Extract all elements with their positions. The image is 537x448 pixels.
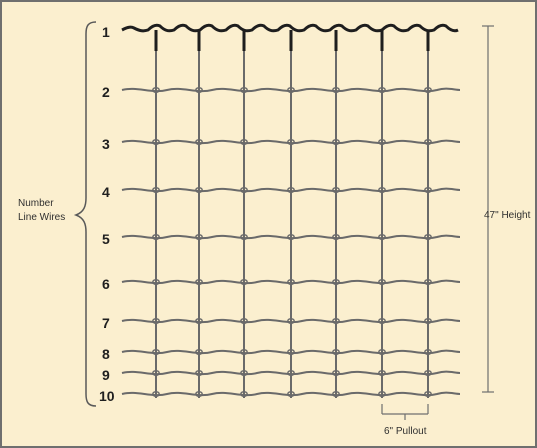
wire-number-7: 7 — [102, 315, 110, 331]
wire-number-9: 9 — [102, 367, 110, 383]
line-wire-5 — [121, 234, 461, 240]
line-wire-3 — [121, 139, 461, 145]
wire-number-8: 8 — [102, 346, 110, 362]
wire-number-6: 6 — [102, 276, 110, 292]
line-wire-1 — [121, 23, 459, 33]
height-label: 47" Height — [484, 210, 531, 221]
fence-knots — [152, 86, 432, 398]
wire-number-2: 2 — [102, 84, 110, 100]
line-wires-label-line2: Line Wires — [18, 212, 65, 223]
wire-number-4: 4 — [102, 184, 110, 200]
line-wire-8 — [121, 349, 461, 355]
stay-wires — [155, 30, 429, 398]
line-wires-brace — [73, 21, 97, 407]
line-wire-2 — [121, 87, 461, 93]
wire-number-10: 10 — [99, 388, 115, 404]
wire-number-5: 5 — [102, 231, 110, 247]
pullout-label: 6" Pullout — [384, 426, 427, 437]
stay-wire-heads — [154, 30, 430, 51]
line-wires-label: Number Line Wires — [18, 198, 65, 223]
line-wire-10 — [121, 391, 461, 397]
line-wire-7 — [121, 318, 461, 324]
height-indicator — [482, 25, 494, 393]
wire-number-1: 1 — [102, 24, 110, 40]
wire-number-3: 3 — [102, 136, 110, 152]
line-wires-label-line1: Number — [18, 198, 54, 209]
line-wire-6 — [121, 279, 461, 285]
pullout-indicator — [381, 404, 429, 420]
line-wire-4 — [121, 187, 461, 193]
line-wire-9 — [121, 370, 461, 376]
